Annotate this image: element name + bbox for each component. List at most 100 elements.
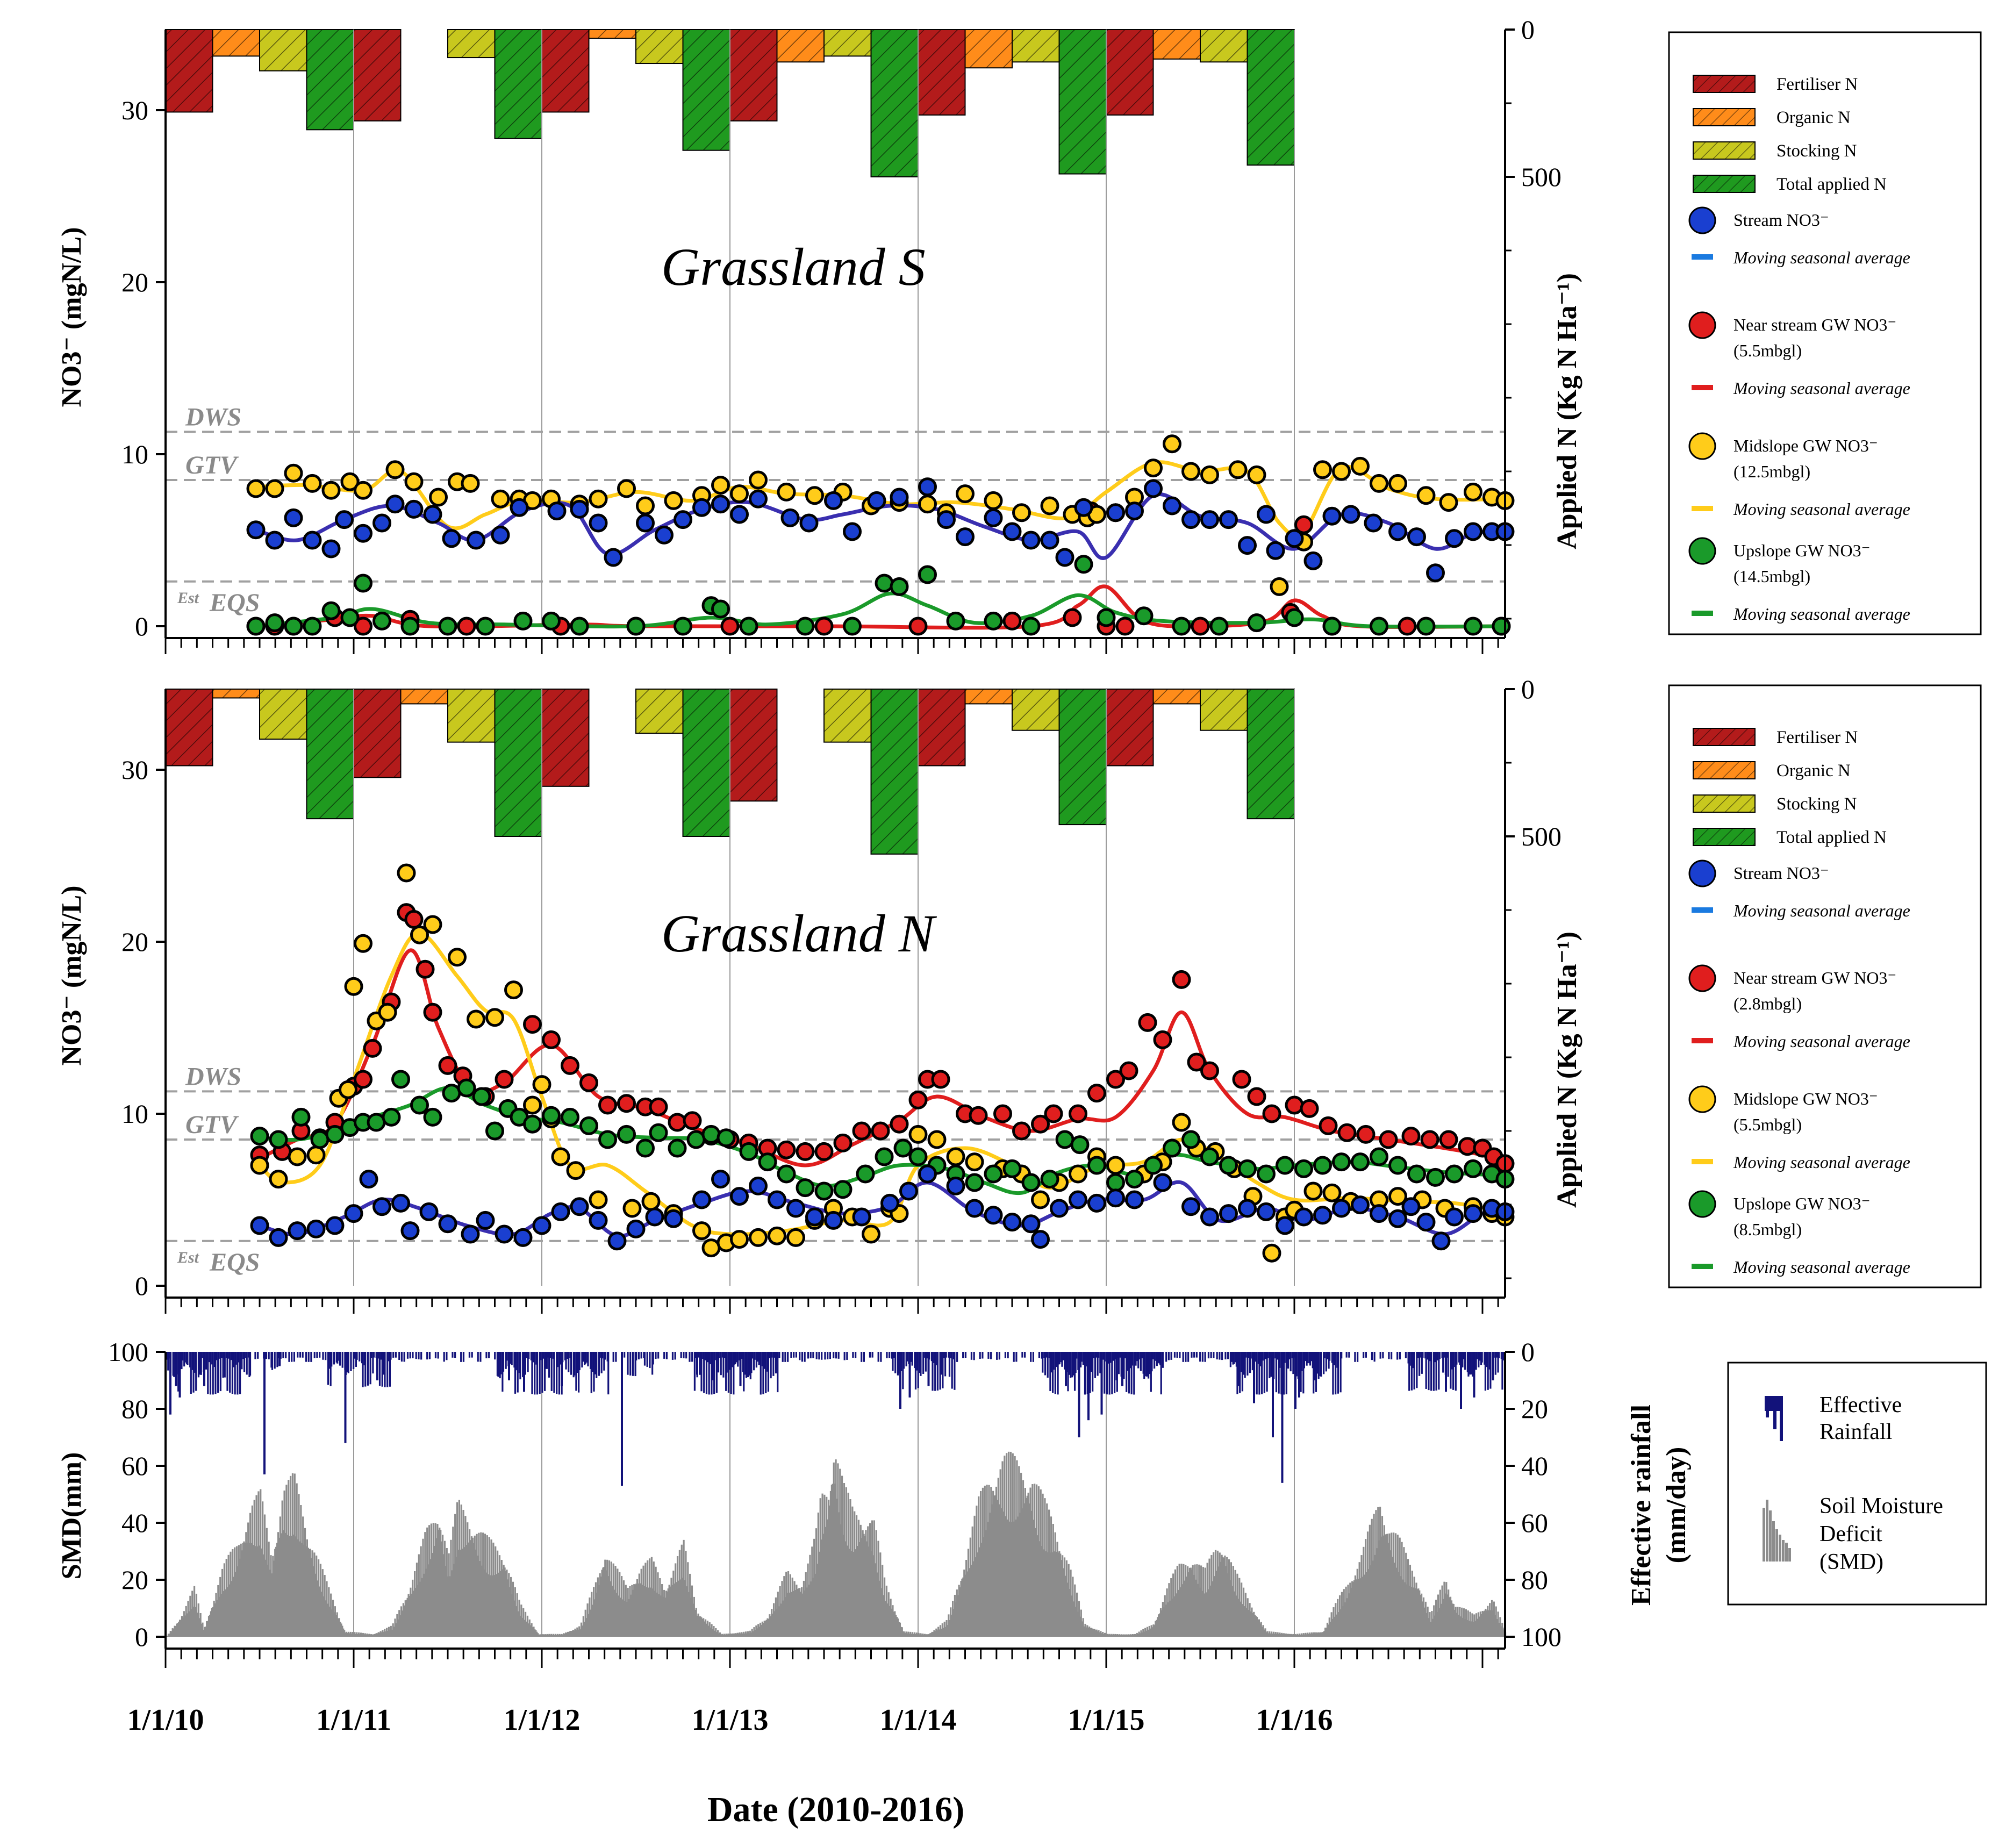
point-up: [739, 1142, 758, 1161]
smd-bar: [520, 1605, 522, 1637]
smd-bar: [1396, 1535, 1399, 1637]
rainfall-bar: [657, 1352, 660, 1359]
rainfall-bar: [1323, 1352, 1326, 1358]
smd-bar: [994, 1495, 997, 1637]
smd-bar: [1181, 1584, 1184, 1637]
point-near: [668, 1113, 687, 1132]
point-stream: [1021, 531, 1041, 550]
smd-bar: [624, 1600, 626, 1637]
point-stream: [306, 1219, 326, 1238]
smd-bar: [1489, 1603, 1491, 1637]
smd-bar: [1420, 1595, 1422, 1637]
smd-bar: [999, 1469, 1001, 1637]
rainfall-bar: [217, 1352, 219, 1393]
smd-bar: [978, 1496, 980, 1637]
rainfall-bar: [1055, 1352, 1057, 1367]
point-up: [1294, 1159, 1313, 1178]
rainfall-bar: [979, 1352, 981, 1359]
legend-frame: [1668, 684, 1982, 1288]
point-mid: [617, 479, 636, 498]
smd-bar: [992, 1491, 994, 1637]
rainfall-bar: [1492, 1352, 1494, 1380]
smd-bar: [1095, 1629, 1098, 1637]
point-mid: [664, 491, 683, 510]
smd-bar: [203, 1629, 205, 1637]
smd-bar: [820, 1539, 822, 1637]
smd-bar: [1043, 1549, 1045, 1637]
smd-bar: [402, 1603, 405, 1637]
rainfall-bar: [1475, 1352, 1477, 1370]
smd-bar: [1148, 1625, 1150, 1637]
smd-bar: [629, 1586, 631, 1637]
rainfall-bar: [945, 1352, 947, 1358]
rainfall-bar: [1460, 1352, 1462, 1409]
smd-bar: [502, 1569, 504, 1637]
rainfall-bar: [546, 1352, 548, 1369]
smd-bar: [871, 1520, 873, 1637]
point-up: [1040, 1170, 1059, 1189]
point-stream: [918, 477, 937, 497]
smd-bar: [471, 1537, 474, 1637]
smd-bar: [1147, 1629, 1150, 1637]
point-stream: [476, 1210, 495, 1230]
smd-bar: [308, 1549, 310, 1637]
smd-bar: [261, 1548, 263, 1637]
point-stream: [1426, 563, 1445, 583]
rainfall-bar: [1264, 1352, 1266, 1359]
smd-bar: [288, 1480, 290, 1637]
applied-fert-hatch: [1106, 30, 1154, 115]
smd-bar: [1269, 1633, 1272, 1637]
smd-bar: [945, 1620, 948, 1637]
rainfall-bar: [1015, 1352, 1018, 1362]
point-mid: [589, 1190, 608, 1209]
smd-bar: [1338, 1612, 1340, 1637]
smd-bar: [854, 1511, 856, 1637]
smd-bar: [769, 1614, 771, 1637]
smd-bar: [1416, 1589, 1419, 1637]
smd-bar: [986, 1485, 988, 1637]
point-up: [513, 611, 533, 631]
rainfall-bar: [1199, 1352, 1201, 1362]
smd-bar: [822, 1534, 825, 1637]
rainfall-bar: [224, 1352, 226, 1378]
point-up: [758, 1152, 777, 1172]
rainfall-bar: [1320, 1352, 1322, 1377]
smd-bar: [716, 1632, 718, 1637]
smd-bar: [189, 1595, 191, 1637]
rainfall-bar: [655, 1352, 657, 1359]
rainfall-bar: [527, 1352, 529, 1372]
smd-bar: [231, 1581, 233, 1637]
rainfall-bar: [1047, 1352, 1049, 1378]
smd-bar: [413, 1591, 415, 1637]
smd-bar: [682, 1578, 684, 1637]
legend-smd-rainfall: Effective Rainfall Soil Moisture Deficit…: [1727, 1362, 1987, 1606]
smd-bar: [1052, 1524, 1054, 1637]
point-stream: [467, 531, 485, 550]
smd-bar: [1011, 1522, 1013, 1637]
smd-bar: [811, 1546, 813, 1637]
smd-bar: [252, 1545, 254, 1637]
smd-bar: [182, 1617, 184, 1637]
legend-label-mid-depth: (5.5mbgl): [1733, 1115, 1802, 1134]
smd-bar: [1324, 1628, 1327, 1637]
point-stream: [589, 513, 608, 533]
point-mid: [1012, 503, 1031, 522]
applied-org-hatch: [965, 689, 1012, 704]
smd-bar: [593, 1599, 596, 1637]
smd-bar: [1467, 1610, 1469, 1637]
y-tick-label: 0: [135, 1622, 148, 1652]
smd-bar: [1204, 1567, 1206, 1637]
point-stream: [1257, 1202, 1276, 1221]
smd-bar: [845, 1487, 847, 1637]
applied-stock-hatch: [636, 689, 683, 734]
smd-bar: [1260, 1622, 1262, 1637]
smd-bar: [235, 1546, 238, 1637]
smd-bar: [1298, 1634, 1301, 1637]
smd-bar: [1484, 1610, 1486, 1637]
point-mid: [946, 1147, 965, 1166]
rainfall-bar: [462, 1352, 465, 1362]
point-near: [796, 1142, 815, 1161]
rainfall-bar: [835, 1352, 837, 1359]
y-tick-label: 40: [121, 1508, 148, 1538]
